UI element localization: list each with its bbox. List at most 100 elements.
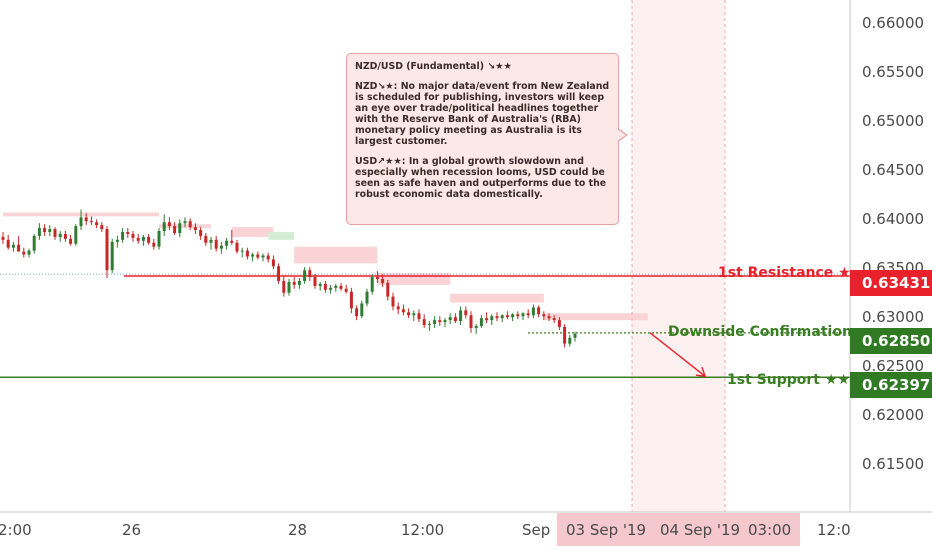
- candle-body: [115, 239, 119, 242]
- projection-arrow: [649, 332, 707, 378]
- candle-body: [417, 313, 421, 320]
- candle-body: [225, 240, 229, 246]
- resistance-label: 1st Resistance ★: [718, 265, 851, 281]
- x-tick: Sep: [522, 521, 551, 539]
- candle-body: [245, 250, 249, 257]
- x-tick: 03:00: [748, 521, 792, 539]
- candle-body: [308, 270, 312, 278]
- candle-body: [167, 222, 171, 227]
- candle-body: [282, 280, 286, 293]
- note-pointer-fill: [617, 129, 626, 141]
- candle-body: [479, 318, 483, 326]
- candle-body: [297, 280, 301, 285]
- y-tick: 0.64000: [862, 210, 925, 229]
- candle-body: [303, 270, 307, 281]
- candle-body: [235, 242, 239, 252]
- candle-body: [110, 241, 114, 271]
- candle-body: [100, 225, 104, 230]
- cloud-segment: [294, 246, 378, 264]
- candle-body: [277, 266, 281, 281]
- candle-body: [17, 244, 21, 252]
- candle-body: [526, 313, 530, 316]
- x-tick: 26: [122, 521, 142, 539]
- note-nzd: NZD↘★: No major data/event from New Zeal…: [355, 81, 610, 147]
- candle-body: [391, 296, 395, 307]
- candle-body: [1, 236, 5, 240]
- candle-body: [469, 315, 473, 328]
- candle-body: [63, 233, 67, 239]
- fundamental-note: NZD/USD (Fundamental) ↘★★ NZD↘★: No majo…: [346, 53, 619, 225]
- candle-body: [193, 227, 197, 231]
- y-tick: 0.66000: [862, 14, 925, 33]
- candle-body: [136, 237, 140, 241]
- candle-body: [495, 316, 499, 319]
- candle-body: [32, 235, 36, 251]
- candle-body: [547, 316, 551, 319]
- candle-body: [349, 291, 353, 309]
- arrow-shaft: [649, 332, 706, 377]
- candle-body: [199, 230, 203, 236]
- candle-body: [240, 250, 244, 252]
- support-label: 1st Support ★★: [727, 372, 850, 388]
- candle-body: [266, 255, 270, 260]
- cloud-segment: [543, 313, 648, 321]
- candle-body: [313, 277, 317, 286]
- candle-body: [178, 223, 182, 233]
- candle-body: [157, 231, 161, 247]
- x-tick: 12:00: [401, 521, 445, 539]
- cloud-segment: [377, 273, 451, 285]
- candle-body: [334, 285, 338, 288]
- candle-body: [230, 240, 234, 243]
- candle-body: [344, 288, 348, 292]
- candle-body: [318, 283, 322, 286]
- candle-body: [58, 233, 62, 237]
- candle-body: [542, 314, 546, 317]
- candle-body: [323, 283, 327, 290]
- note-title: NZD/USD (Fundamental) ↘★★: [355, 61, 512, 72]
- candle-body: [438, 320, 442, 323]
- x-tick: 12:0: [817, 521, 851, 539]
- candle-body: [490, 316, 494, 321]
- candle-body: [500, 315, 504, 319]
- candle-body: [568, 337, 572, 344]
- candle-body: [152, 242, 156, 247]
- candle-body: [287, 281, 291, 293]
- resistance-price-tag: 0.63431: [850, 270, 932, 296]
- candle-body: [183, 221, 187, 224]
- candle-body: [131, 233, 135, 238]
- candle-body: [37, 228, 41, 236]
- candle-body: [531, 307, 535, 316]
- candle-body: [219, 245, 223, 249]
- candle-body: [22, 251, 26, 255]
- candle-body: [563, 326, 567, 344]
- candle-body: [474, 325, 478, 328]
- candle-body: [126, 232, 130, 234]
- candle-body: [209, 239, 213, 243]
- candle-body: [6, 239, 10, 248]
- candle-body: [370, 277, 374, 292]
- x-tick: 04 Sep '19: [660, 521, 741, 539]
- candle-body: [251, 254, 255, 257]
- candle-body: [427, 324, 431, 326]
- candle-body: [121, 232, 125, 240]
- candle-body: [271, 259, 275, 267]
- candle-body: [355, 308, 359, 317]
- candle-body: [521, 313, 525, 317]
- candle-body: [74, 226, 78, 244]
- cloud-segment: [231, 227, 274, 237]
- candle-body: [84, 217, 88, 222]
- candle-body: [464, 310, 468, 316]
- candle-body: [79, 217, 83, 227]
- candle-body: [141, 236, 145, 241]
- support-price-tag: 0.62397: [850, 372, 932, 398]
- candle-body: [261, 255, 265, 258]
- candle-body: [360, 303, 364, 317]
- candle-body: [89, 221, 93, 223]
- candle-body: [339, 285, 343, 289]
- x-tick: 03 Sep '19: [566, 521, 647, 539]
- forecast-zone: [632, 0, 725, 512]
- y-tick: 0.65000: [862, 112, 925, 131]
- candle-body: [573, 333, 577, 338]
- ichimoku-cloud: [3, 212, 648, 321]
